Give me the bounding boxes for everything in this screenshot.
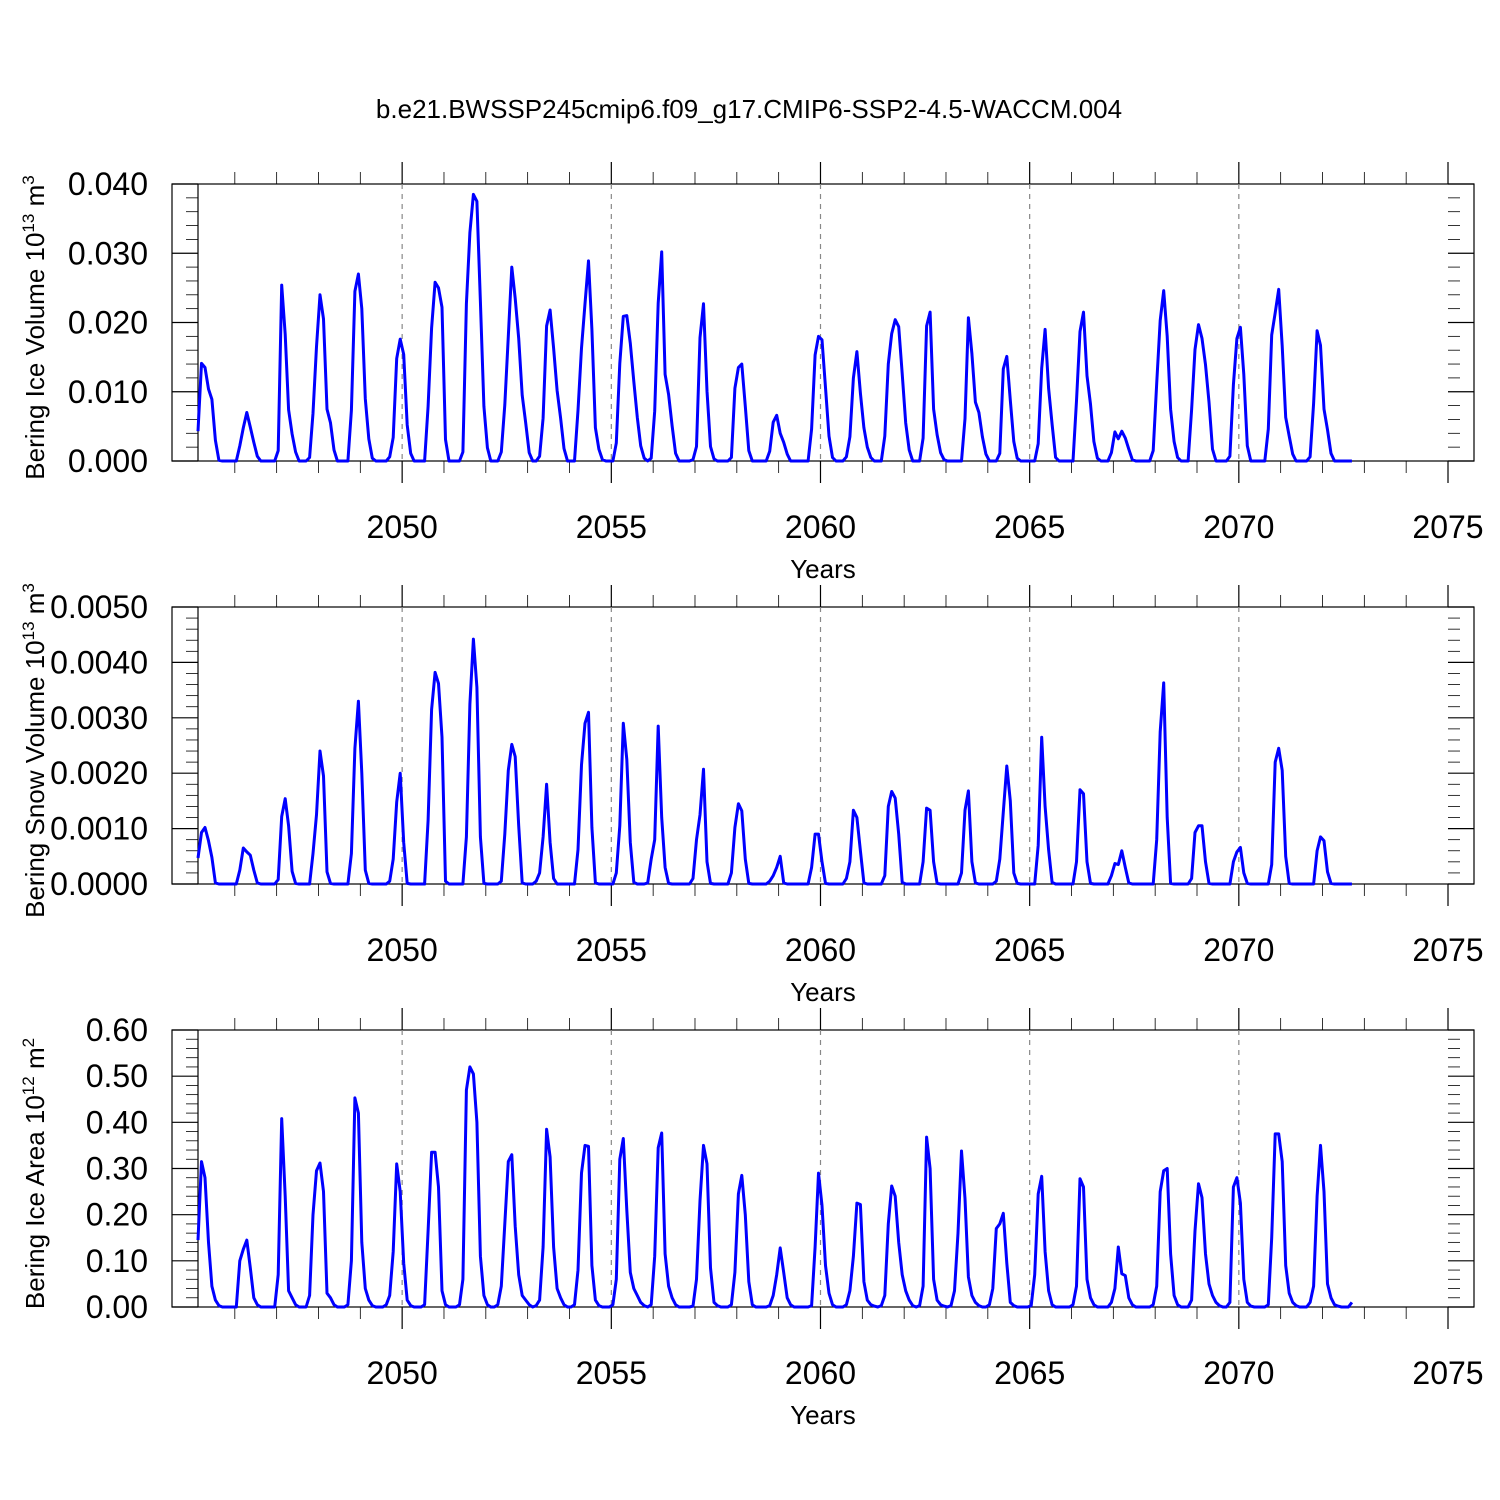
y-axis-title-exponent: 2 [19, 1038, 38, 1047]
y-tick-label: 0.30 [86, 1151, 148, 1187]
y-tick-label: 0.0000 [50, 866, 148, 902]
y-axis-title-exponent: 13 [19, 621, 38, 640]
x-tick-label: 2060 [785, 932, 856, 968]
y-tick-label: 0.010 [68, 374, 148, 410]
x-tick-label: 2055 [576, 932, 647, 968]
y-axis-title-text: m [20, 593, 50, 622]
x-tick-label: 2050 [367, 1355, 438, 1391]
y-tick-label: 0.60 [86, 1012, 148, 1048]
x-tick-label: 2065 [994, 509, 1065, 545]
y-tick-label: 0.020 [68, 305, 148, 341]
x-tick-label: 2070 [1203, 1355, 1274, 1391]
y-tick-label: 0.040 [68, 166, 148, 202]
y-tick-label: 0.40 [86, 1104, 148, 1140]
panel-ice-area: 0.00 0.10 0.20 0.30 0.40 0.50 0.60 2050 2055 2060… [19, 1008, 1484, 1430]
y-axis-title-exponent: 12 [19, 1076, 38, 1095]
x-tick-label: 2070 [1203, 509, 1274, 545]
series-line-ice-volume [196, 192, 1352, 463]
y-axis-title-text: Bering Ice Volume 10 [20, 233, 50, 480]
y-axis-title-exponent: 13 [19, 214, 38, 233]
y-tick-label: 0.10 [86, 1243, 148, 1279]
x-tick-label: 2075 [1412, 932, 1483, 968]
y-axis-title-text: Bering Ice Area 10 [20, 1095, 50, 1309]
x-axis-title: Years [790, 977, 856, 1007]
y-axis-title: Bering Snow Volume 1013 m3 [19, 583, 50, 918]
y-axis-title-exponent: 3 [19, 583, 38, 592]
x-axis-title: Years [790, 554, 856, 584]
x-tick-label: 2050 [367, 932, 438, 968]
y-axis-title: Bering Ice Volume 1013 m3 [19, 175, 50, 479]
y-tick-label: 0.0050 [50, 589, 148, 625]
x-tick-label: 2075 [1412, 1355, 1483, 1391]
x-tick-label: 2055 [576, 509, 647, 545]
x-tick-label: 2060 [785, 1355, 856, 1391]
x-tick-label: 2065 [994, 932, 1065, 968]
plot-frame [171, 606, 1475, 885]
y-axis-title-exponent: 3 [19, 175, 38, 184]
y-axis-title-text: m [20, 185, 50, 214]
y-tick-label: 0.00 [86, 1289, 148, 1325]
series-line-snow-volume [196, 637, 1352, 886]
chart-title: b.e21.BWSSP245cmip6.f09_g17.CMIP6-SSP2-4… [376, 94, 1122, 124]
panel-ice-volume: 0.000 0.010 0.020 0.030 0.040 2050 2055 2060 206… [19, 162, 1484, 584]
plot-frame [171, 1029, 1475, 1308]
y-tick-label: 0.0040 [50, 644, 148, 680]
y-axis-title-text: m [20, 1047, 50, 1076]
x-tick-label: 2070 [1203, 932, 1274, 968]
y-tick-label: 0.50 [86, 1058, 148, 1094]
x-tick-label: 2065 [994, 1355, 1065, 1391]
x-tick-label: 2055 [576, 1355, 647, 1391]
panel-snow-volume: 0.0000 0.0010 0.0020 0.0030 0.0040 0.0050 2050… [19, 583, 1484, 1007]
y-tick-label: 0.0030 [50, 700, 148, 736]
x-tick-label: 2050 [367, 509, 438, 545]
x-tick-label: 2060 [785, 509, 856, 545]
x-axis-title: Years [790, 1400, 856, 1430]
y-axis-title-text: Bering Snow Volume 10 [20, 640, 50, 918]
y-tick-label: 0.000 [68, 443, 148, 479]
y-axis-title: Bering Ice Area 1012 m2 [19, 1038, 50, 1309]
series-line-ice-area [196, 1065, 1354, 1309]
y-tick-label: 0.0020 [50, 755, 148, 791]
y-tick-label: 0.030 [68, 235, 148, 271]
y-tick-label: 0.20 [86, 1197, 148, 1233]
x-tick-label: 2075 [1412, 509, 1483, 545]
y-tick-label: 0.0010 [50, 811, 148, 847]
